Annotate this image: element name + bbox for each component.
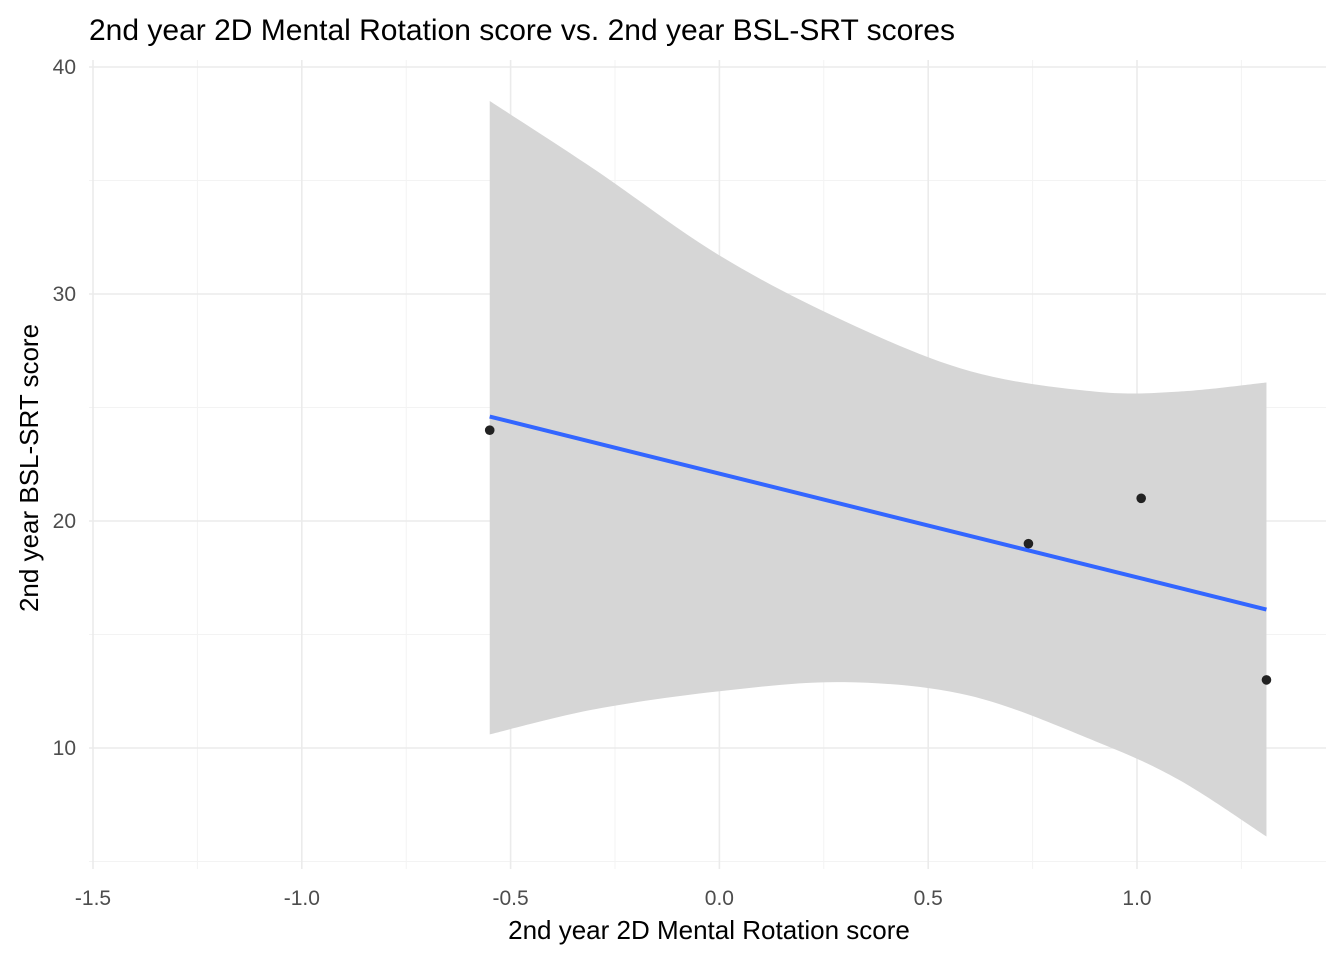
- regression-line: [489, 414, 1267, 612]
- data-point: [484, 425, 495, 436]
- y-axis-title: 2nd year BSL-SRT score: [14, 324, 44, 612]
- x-tick-label: -1.0: [284, 887, 320, 910]
- y-tick-label: 20: [53, 510, 76, 533]
- y-axis-ticks: 10 20 30 40: [53, 56, 76, 760]
- data-point: [1136, 493, 1146, 504]
- y-tick-label: 10: [53, 737, 76, 760]
- confidence-band-layer: [489, 101, 1267, 837]
- x-tick-label: -0.5: [493, 887, 529, 910]
- x-axis-title: 2nd year 2D Mental Rotation score: [508, 915, 910, 945]
- x-tick-label: 0.0: [705, 887, 734, 910]
- x-tick-label: 1.0: [1122, 887, 1151, 910]
- data-point: [1261, 675, 1272, 685]
- data-point: [1023, 538, 1034, 549]
- chart-title: 2nd year 2D Mental Rotation score vs. 2n…: [89, 14, 955, 47]
- x-axis-ticks: -1.5 -1.0 -0.5 0.0 0.5 1.0: [75, 887, 1152, 910]
- y-tick-label: 40: [53, 56, 76, 79]
- fit-line-layer: [489, 414, 1267, 612]
- y-tick-label: 30: [53, 283, 76, 306]
- confidence-band: [489, 101, 1267, 837]
- x-tick-label: 0.5: [914, 887, 943, 910]
- x-tick-label: -1.5: [75, 887, 111, 910]
- data-points-layer: [484, 425, 1272, 685]
